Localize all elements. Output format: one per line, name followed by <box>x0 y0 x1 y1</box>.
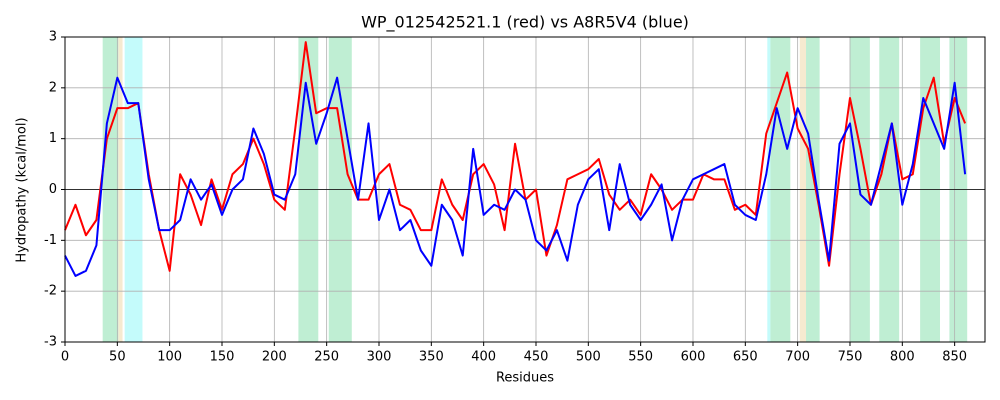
y-tick-label: 0 <box>49 182 57 197</box>
x-tick-label: 50 <box>109 350 126 365</box>
y-tick-label: -1 <box>44 233 57 248</box>
x-tick-label: 400 <box>471 350 496 365</box>
x-tick-label: 800 <box>890 350 915 365</box>
y-axis-label: Hydropathy (kcal/mol) <box>15 117 30 262</box>
x-tick-label: 300 <box>367 350 392 365</box>
x-tick-label: 700 <box>785 350 810 365</box>
x-tick-label: 650 <box>733 350 758 365</box>
x-axis-label: Residues <box>496 371 554 386</box>
x-tick-label: 550 <box>628 350 653 365</box>
x-tick-label: 350 <box>419 350 444 365</box>
x-tick-label: 250 <box>314 350 339 365</box>
y-tick-label: 3 <box>49 30 57 45</box>
x-tick-label: 0 <box>61 350 69 365</box>
x-tick-label: 600 <box>681 350 706 365</box>
y-tick-label: -3 <box>44 335 57 350</box>
chart-title: WP_012542521.1 (red) vs A8R5V4 (blue) <box>361 13 689 33</box>
data-line <box>64 41 967 272</box>
data-line <box>64 76 967 277</box>
y-tick-label: -2 <box>44 284 57 299</box>
y-tick-label: 2 <box>49 80 57 95</box>
x-tick-label: 750 <box>838 350 863 365</box>
x-tick-label: 150 <box>210 350 235 365</box>
x-tick-label: 850 <box>942 350 967 365</box>
plot-frame <box>64 36 986 343</box>
x-tick-label: 450 <box>524 350 549 365</box>
x-tick-label: 100 <box>157 350 182 365</box>
x-tick-label: 200 <box>262 350 287 365</box>
x-tick-label: 500 <box>576 350 601 365</box>
y-tick-label: 1 <box>49 131 57 146</box>
